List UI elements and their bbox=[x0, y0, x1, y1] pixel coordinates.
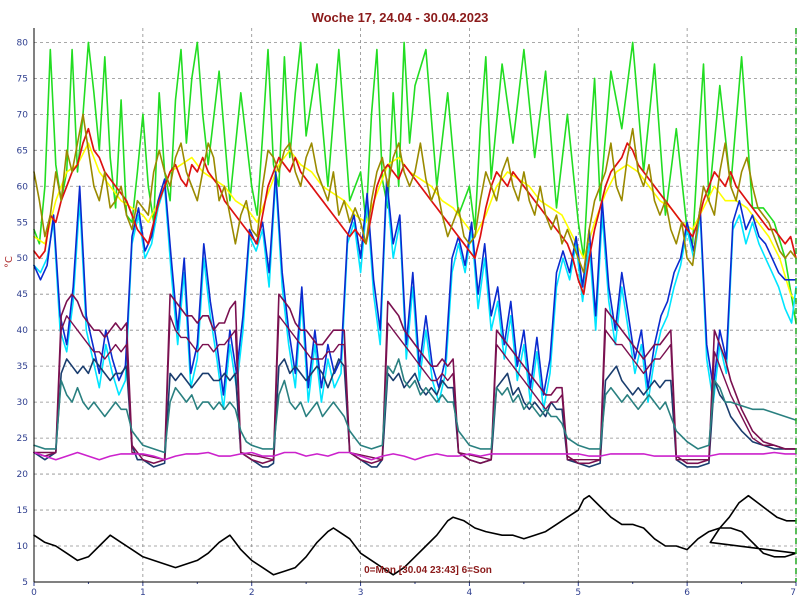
y-tick-label: 25 bbox=[17, 434, 28, 444]
y-tick-label: 30 bbox=[17, 398, 29, 408]
series-line-4 bbox=[33, 127, 797, 296]
y-tick-label: 40 bbox=[17, 326, 29, 336]
series-line-10 bbox=[33, 451, 797, 461]
y-tick-label: 5 bbox=[22, 578, 28, 588]
y-tick-label: 75 bbox=[17, 74, 28, 84]
series-line-5 bbox=[33, 113, 797, 274]
series-line-11 bbox=[33, 494, 797, 576]
series-line-6 bbox=[33, 358, 797, 468]
y-tick-label: 80 bbox=[17, 38, 29, 48]
y-tick-label: 60 bbox=[17, 182, 29, 192]
y-tick-label: 20 bbox=[17, 470, 29, 480]
y-tick-label: 50 bbox=[17, 254, 29, 264]
y-axis-label: °C bbox=[4, 256, 15, 268]
y-tick-label: 70 bbox=[17, 110, 29, 120]
x-tick-label: 3 bbox=[358, 588, 364, 598]
y-tick-label: 55 bbox=[17, 218, 28, 228]
x-tick-label: 4 bbox=[467, 588, 473, 598]
x-tick-label: 2 bbox=[249, 588, 255, 598]
x-tick-label: 7 bbox=[790, 588, 796, 598]
series-lines bbox=[33, 41, 797, 576]
chart-title: Woche 17, 24.04 - 30.04.2023 bbox=[312, 10, 489, 25]
y-tick-label: 10 bbox=[17, 542, 29, 552]
x-tick-label: 6 bbox=[684, 588, 690, 598]
x-tick-label: 0 bbox=[31, 588, 37, 598]
y-tick-label: 15 bbox=[17, 506, 28, 516]
x-tick-label: 5 bbox=[575, 588, 581, 598]
series-line-3 bbox=[33, 171, 797, 396]
chart-footer: 0=Mon [30.04 23:43] 6=Son bbox=[364, 565, 492, 576]
series-line-9 bbox=[33, 358, 797, 454]
series-line-8 bbox=[33, 315, 797, 461]
y-tick-label: 45 bbox=[17, 290, 28, 300]
y-tick-label: 65 bbox=[17, 146, 28, 156]
x-tick-label: 1 bbox=[140, 588, 146, 598]
y-tick-label: 35 bbox=[17, 362, 28, 372]
